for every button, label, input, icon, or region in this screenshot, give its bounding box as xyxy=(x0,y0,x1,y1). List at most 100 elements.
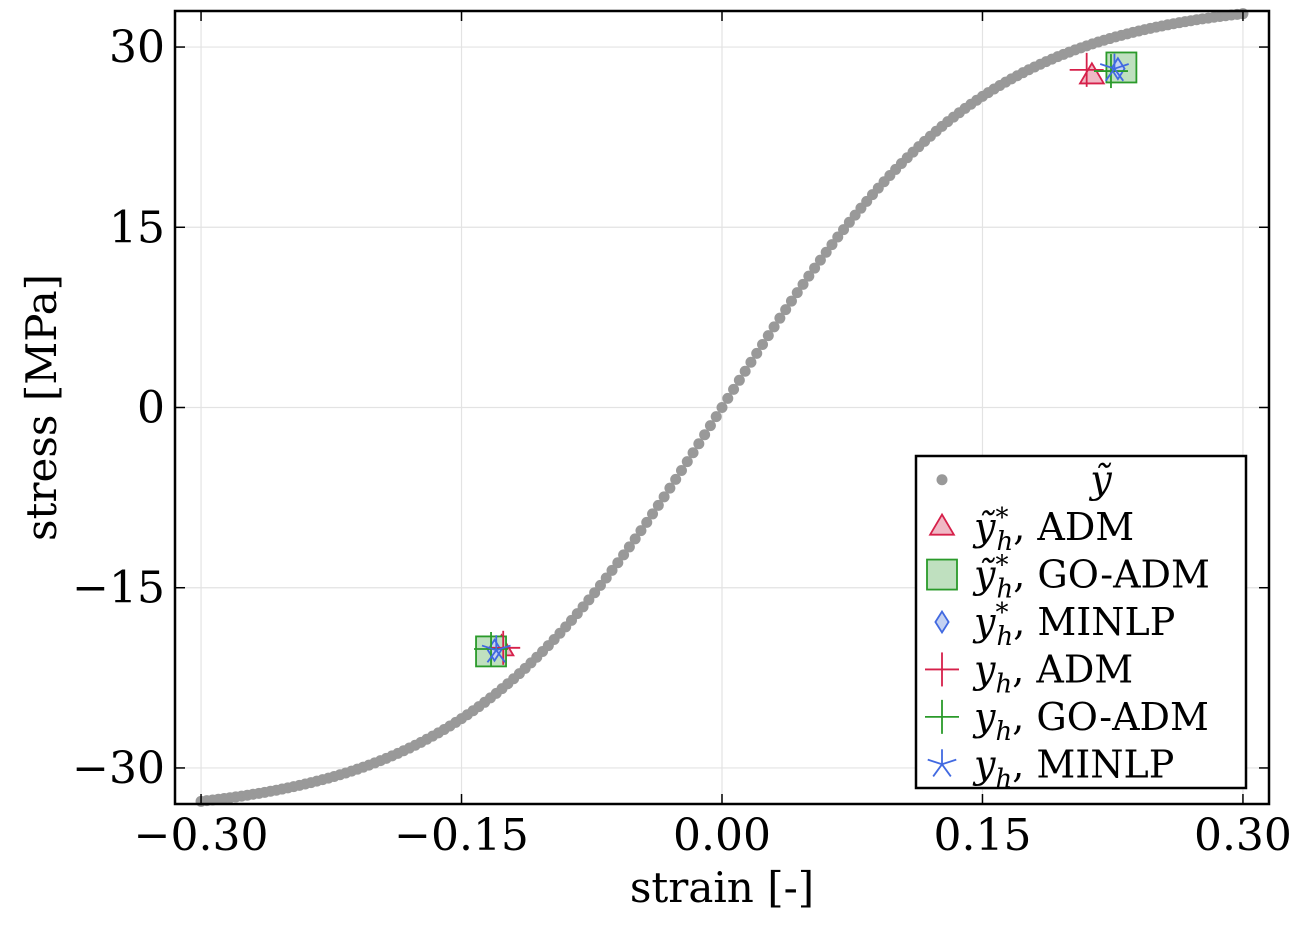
legend-symbol-5-ray xyxy=(927,758,943,766)
legend-label: yh, MINLP xyxy=(972,742,1174,794)
legend-label: yh, GO-ADM xyxy=(972,695,1209,747)
y-tick-label: 30 xyxy=(109,22,165,73)
legend-label: ỹ* h, GO-ADM xyxy=(972,551,1210,605)
curve-point xyxy=(635,525,647,537)
curve-point xyxy=(751,347,763,359)
curve-point xyxy=(832,231,844,243)
x-tick-labels: −0.30 −0.15 0.00 0.15 0.30 xyxy=(134,810,1292,861)
legend-label: ỹ xyxy=(1088,458,1112,502)
curve-point xyxy=(693,438,705,450)
legend-symbol-5-ray xyxy=(941,758,957,766)
axis-ticks xyxy=(175,11,1269,804)
legend-method-label: , MINLP xyxy=(1013,600,1175,644)
marker-series-5-ray xyxy=(495,649,506,663)
curve-point xyxy=(652,499,664,511)
legend-subscript: h xyxy=(996,622,1013,652)
curve-point xyxy=(785,295,797,307)
curve-series xyxy=(195,8,1249,807)
curve-point xyxy=(687,447,699,459)
x-tick-label: 0.30 xyxy=(1194,810,1292,861)
curve-point xyxy=(618,549,630,561)
y-tick-label: −15 xyxy=(72,563,165,614)
legend-symbol-text: y xyxy=(972,695,996,739)
y-tick-label: −30 xyxy=(72,743,165,794)
legend-method-label: , MINLP xyxy=(1012,742,1174,786)
curve-point xyxy=(606,564,618,576)
x-tick-label: −0.30 xyxy=(134,810,269,861)
curve-point xyxy=(780,304,792,316)
curve-point xyxy=(728,383,740,395)
curve-point xyxy=(762,330,774,342)
legend-subscript: h xyxy=(995,669,1012,699)
curve-point xyxy=(797,278,809,290)
curve-point xyxy=(826,239,838,251)
legend-symbol-text: y xyxy=(972,742,996,786)
x-tick-label: 0.15 xyxy=(933,810,1031,861)
marker-series-5-ray xyxy=(486,649,497,663)
x-tick-label: 0.00 xyxy=(673,810,771,861)
legend-method-label: , GO-ADM xyxy=(1012,695,1209,739)
marker-series-5-ray xyxy=(1114,63,1129,70)
legend-symbol-text: y xyxy=(972,647,996,691)
curve-point xyxy=(745,356,757,368)
legend-label: y* h, MINLP xyxy=(972,598,1175,652)
marker-series-5-ray xyxy=(1113,68,1124,82)
curve-point xyxy=(600,572,612,584)
curve-point xyxy=(722,392,734,404)
curve-point xyxy=(791,287,803,299)
marker-series-3 xyxy=(1069,52,1104,87)
curve-point xyxy=(647,508,659,520)
y-axis-title: stress [MPa] xyxy=(17,274,66,541)
legend-method-label: , ADM xyxy=(1013,505,1134,549)
curve-point xyxy=(623,541,635,553)
legend-symbol-4 xyxy=(925,699,959,734)
marker-series-4 xyxy=(1093,54,1128,89)
curve-point xyxy=(699,429,711,441)
legend-symbol-text: ỹ xyxy=(972,505,996,549)
legend-symbol-0 xyxy=(928,512,956,536)
legend-symbol-text: ỹ xyxy=(1088,458,1112,502)
x-tick-label: −0.15 xyxy=(394,810,529,861)
marker-series-5 xyxy=(481,635,511,663)
curve-point xyxy=(594,579,606,591)
curve-point xyxy=(612,557,624,569)
curve-point xyxy=(716,402,728,413)
curve-point xyxy=(710,411,722,423)
curve-point xyxy=(658,491,670,503)
legend-symbol-5-ray xyxy=(941,763,952,777)
x-axis-title: strain [-] xyxy=(630,863,814,912)
curve-point xyxy=(739,365,751,377)
legend-symbol-5 xyxy=(927,749,957,777)
legend-subscript: h xyxy=(996,575,1013,605)
marker-series-5-ray xyxy=(495,644,511,652)
solution-markers xyxy=(474,51,1138,668)
legend-superscript: * xyxy=(995,598,1008,628)
y-tick-label: 15 xyxy=(109,202,165,253)
curve-point xyxy=(670,473,682,485)
curve-point xyxy=(704,420,716,432)
legend-label: yh, ADM xyxy=(972,647,1133,699)
curve-point xyxy=(681,456,693,468)
y-tick-label: 0 xyxy=(137,383,165,434)
legend-superscript: * xyxy=(995,503,1008,533)
legend-symbol-text: y xyxy=(972,600,996,644)
legend-subscript: h xyxy=(995,764,1012,794)
curve-point xyxy=(820,246,832,258)
legend-symbol-1 xyxy=(926,558,958,591)
legend-method-label: , GO-ADM xyxy=(1013,553,1210,597)
curve-point xyxy=(629,533,641,545)
legend-symbol-text: ỹ xyxy=(972,553,996,597)
legend-label: ỹ* h, ADM xyxy=(972,503,1134,557)
marker-series-5-ray xyxy=(1104,68,1116,82)
curve-point xyxy=(733,374,745,386)
legend-method-label: , ADM xyxy=(1012,647,1133,691)
legend-symbol-2 xyxy=(934,609,950,635)
legend-subscript: h xyxy=(996,527,1013,557)
marker-series-5 xyxy=(1099,53,1129,82)
legend-symbol-3 xyxy=(925,652,959,687)
curve-point xyxy=(803,270,815,282)
y-tick-labels: −30 −15 0 15 30 xyxy=(72,22,165,794)
legend-box xyxy=(914,454,1248,790)
